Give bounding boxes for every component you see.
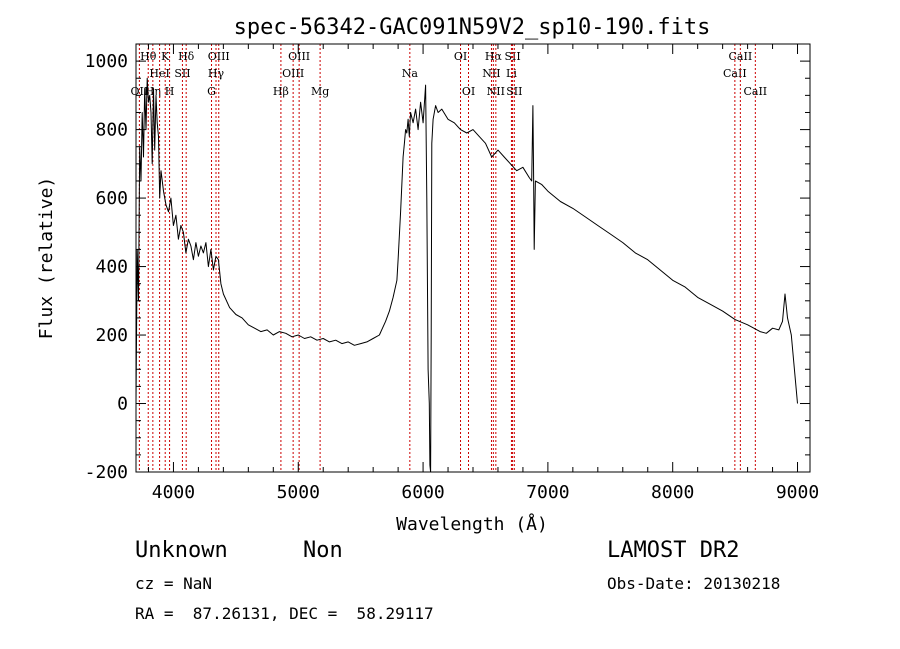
marker-label-12: OIII xyxy=(282,67,304,80)
marker-label-9: Hγ xyxy=(208,67,225,80)
y-tick-label-6: 1000 xyxy=(85,51,128,72)
x-axis: 4000 5000 6000 7000 8000 9000 xyxy=(147,44,819,503)
x-tick-label-1: 5000 xyxy=(277,482,320,503)
line-markers: OIIHθHηHeIKHSIIHδGHγOIIIHβOIIIOIIIMgNaOI… xyxy=(131,44,767,472)
marker-label-7: Hδ xyxy=(178,50,195,63)
marker-label-10: OIII xyxy=(208,50,230,63)
marker-label-24: CaII xyxy=(723,67,747,80)
plot-frame xyxy=(135,43,811,473)
x-tick-label-5: 9000 xyxy=(776,482,819,503)
x-tick-label-4: 8000 xyxy=(651,482,694,503)
marker-label-6: SII xyxy=(174,67,190,80)
x-tick-label-2: 6000 xyxy=(401,482,444,503)
marker-label-22: SII xyxy=(504,50,520,63)
marker-label-5: H xyxy=(165,85,175,98)
marker-label-0: OII xyxy=(131,85,149,98)
y-axis-label: Flux (relative) xyxy=(36,177,57,340)
marker-label-26: CaII xyxy=(743,85,767,98)
y-axis: -200 0 200 400 600 800 1000 xyxy=(85,43,810,483)
x-axis-label: Wavelength (Å) xyxy=(396,513,548,535)
marker-label-19: Hα xyxy=(485,50,503,63)
marker-label-2: Hη xyxy=(145,85,161,98)
marker-label-8: G xyxy=(207,85,216,98)
redshift-cz: cz = NaN xyxy=(135,574,213,593)
y-tick-label-3: 400 xyxy=(95,257,128,278)
x-tick-label-3: 7000 xyxy=(526,482,569,503)
spectrum-line xyxy=(135,77,798,473)
marker-label-21: Li xyxy=(506,67,517,80)
marker-label-25: CaII xyxy=(729,50,753,63)
y-tick-label-4: 600 xyxy=(95,188,128,209)
survey-name: LAMOST DR2 xyxy=(607,538,740,563)
y-tick-label-2: 200 xyxy=(95,325,128,346)
marker-label-3: HeI xyxy=(149,67,169,80)
y-tick-label-5: 800 xyxy=(95,120,128,141)
chart-title: spec-56342-GAC091N59V2_sp10-190.fits xyxy=(234,15,711,40)
marker-label-16: OI xyxy=(454,50,467,63)
marker-label-20: NII xyxy=(487,85,505,98)
y-tick-label-1: 0 xyxy=(117,394,128,415)
object-class: Unknown xyxy=(135,538,228,563)
coordinates: RA = 87.26131, DEC = 58.29117 xyxy=(135,604,434,623)
object-subclass: Non xyxy=(303,538,343,563)
marker-label-18: NII xyxy=(482,67,500,80)
y-tick-label-0: -200 xyxy=(85,462,128,483)
marker-label-15: Na xyxy=(402,67,419,80)
marker-label-4: K xyxy=(161,50,170,63)
marker-label-13: OIII xyxy=(288,50,310,63)
marker-label-23: SII xyxy=(506,85,522,98)
marker-label-14: Mg xyxy=(311,85,329,98)
marker-label-17: OI xyxy=(462,85,475,98)
marker-label-11: Hβ xyxy=(273,85,289,98)
x-tick-label-0: 4000 xyxy=(152,482,195,503)
observation-date: Obs-Date: 20130218 xyxy=(607,574,781,593)
